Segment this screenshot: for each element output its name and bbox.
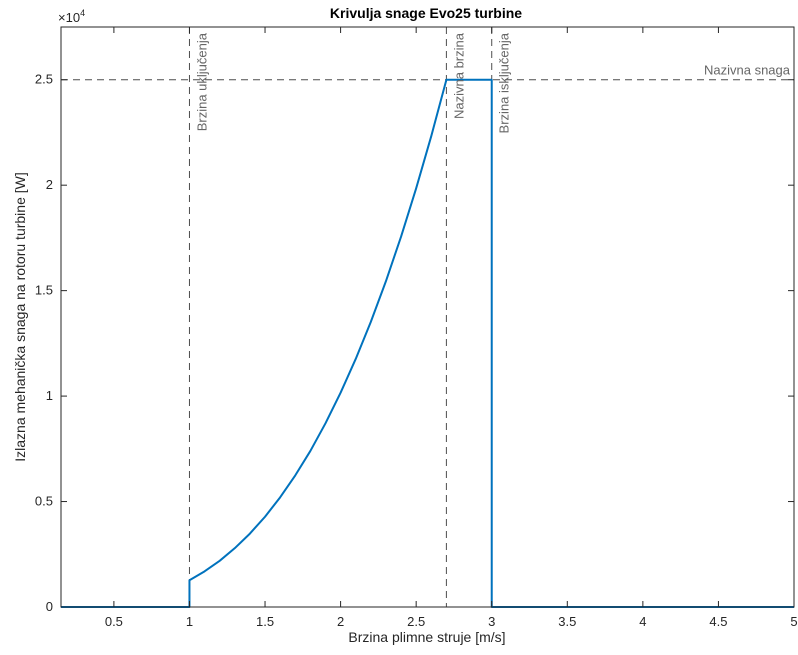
vertical-annotation: Brzina isključenja: [497, 32, 512, 133]
x-tick-label: 5: [790, 614, 797, 629]
y-exponent-label: ×104: [58, 8, 85, 25]
y-tick-label: 0: [46, 599, 53, 614]
y-axis-label: Izlazna mehanička snaga na rotoru turbin…: [12, 172, 28, 462]
y-exponent-power: 4: [80, 8, 85, 18]
y-tick-label: 1: [46, 388, 53, 403]
x-tick-label: 2: [337, 614, 344, 629]
x-tick-label: 3: [488, 614, 495, 629]
vertical-annotation: Nazivna brzina: [451, 32, 466, 119]
horizontal-annotation: Nazivna snaga: [704, 63, 791, 78]
x-tick-label: 0.5: [105, 614, 123, 629]
y-tick-label: 2: [46, 177, 53, 192]
x-tick-label: 1.5: [256, 614, 274, 629]
chart-title: Krivulja snage Evo25 turbine: [330, 5, 522, 21]
y-axis: 0 0.5 1 1.5 2 2.5: [35, 72, 794, 614]
reference-lines: [61, 27, 794, 607]
plot-frame: [60, 26, 795, 608]
series-layer: [61, 78, 794, 608]
x-tick-label: 1: [186, 614, 193, 629]
y-tick-label: 2.5: [35, 72, 53, 87]
vertical-annotation: Brzina uključenja: [194, 32, 209, 131]
x-tick-label: 3.5: [558, 614, 576, 629]
power-curve-line: [61, 78, 794, 608]
x-tick-label: 4: [639, 614, 646, 629]
x-tick-label: 4.5: [709, 614, 727, 629]
x-axis-label: Brzina plimne struje [m/s]: [348, 629, 505, 645]
annotations: Brzina uključenja Nazivna brzina Brzina is…: [194, 32, 790, 133]
x-axis: 0.5 1 1.5 2 2.5 3 3.5 4 4.5 5: [105, 27, 798, 629]
y-tick-label: 1.5: [35, 283, 53, 298]
y-tick-label: 0.5: [35, 494, 53, 509]
x-tick-label: 2.5: [407, 614, 425, 629]
